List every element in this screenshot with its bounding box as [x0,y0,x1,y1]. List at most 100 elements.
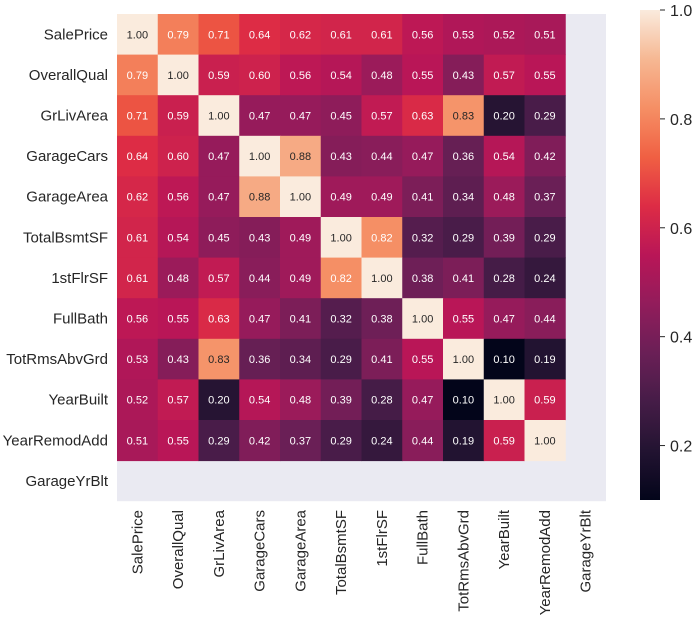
heatmap-cell [361,95,403,137]
heatmap-cell [239,298,281,340]
heatmap-cell [524,338,566,380]
heatmap-cell [443,217,485,259]
heatmap-cell [443,95,485,137]
cell-value-label: 0.71 [127,111,148,123]
heatmap-cell [524,14,566,56]
cell-value-label: 0.61 [127,273,148,285]
colorbar-tick-label: 0.6 [670,221,692,238]
cell-value-label: 0.10 [493,354,514,366]
cell-value-label: 0.37 [290,435,311,447]
heatmap-cell [239,257,281,299]
heatmap-cell [239,176,281,218]
heatmap-cell [361,176,403,218]
cell-value-label: 0.20 [208,395,229,407]
heatmap-cell [361,54,403,96]
cell-value-label: 0.88 [249,192,270,204]
heatmap-cell [157,379,199,421]
x-tick-label: GarageArea [292,509,309,591]
cell-value-label: 0.44 [249,273,270,285]
heatmap-cell [198,217,240,259]
cell-value-label: 0.57 [208,273,229,285]
heatmap-cell [239,338,281,380]
cell-value-label: 0.60 [167,151,188,163]
heatmap-cell [524,298,566,340]
cell-value-label: 1.00 [412,314,433,326]
heatmap-cell [320,298,362,340]
cell-value-label: 0.71 [208,29,229,41]
heatmap-cell [320,14,362,56]
cell-value-label: 0.47 [412,151,433,163]
heatmap-cell [483,95,525,137]
cell-value-label: 0.47 [208,151,229,163]
heatmap-cell [483,298,525,340]
colorbar-tick-label: 0.4 [670,330,692,347]
cell-value-label: 0.61 [371,29,392,41]
cell-value-label: 0.59 [208,70,229,82]
cell-value-label: 0.47 [290,111,311,123]
cell-value-label: 0.56 [127,314,148,326]
heatmap-cell [361,14,403,56]
heatmap-cell [483,338,525,380]
heatmap-cell [198,338,240,380]
cell-value-label: 0.29 [208,435,229,447]
colorbar-tick-label: 0.2 [670,439,692,456]
cell-value-label: 0.10 [453,395,474,407]
heatmap-cell [117,338,159,380]
cell-value-label: 0.56 [290,70,311,82]
cell-value-label: 0.44 [534,314,555,326]
heatmap-cell [524,379,566,421]
heatmap-cell [280,54,322,96]
x-tick-label: SalePrice [129,510,146,574]
cell-value-label: 0.49 [290,273,311,285]
heatmap-cell [198,379,240,421]
heatmap-cell [117,135,159,177]
heatmap-cell [280,257,322,299]
heatmap-cell [361,257,403,299]
heatmap-cell [443,176,485,218]
cell-value-label: 0.64 [127,151,148,163]
cell-value-label: 0.47 [493,314,514,326]
heatmap-cell [524,95,566,137]
cell-value-label: 0.61 [330,29,351,41]
cell-value-label: 0.29 [534,111,555,123]
cell-value-label: 0.60 [249,70,270,82]
heatmap-cell [239,135,281,177]
heatmap-cell [117,217,159,259]
cell-value-label: 0.36 [249,354,270,366]
cell-value-label: 0.56 [412,29,433,41]
heatmap-cell [239,14,281,56]
heatmap-cell [483,257,525,299]
cell-value-label: 0.38 [371,314,392,326]
heatmap-cell [524,135,566,177]
cell-value-label: 0.41 [371,354,392,366]
cell-value-label: 1.00 [208,111,229,123]
cell-value-label: 0.48 [290,395,311,407]
heatmap-cell [402,420,444,462]
cell-value-label: 1.00 [493,395,514,407]
x-tick-label: 1stFlrSF [374,510,391,567]
heatmap-cell [198,257,240,299]
heatmap-cell [280,338,322,380]
x-tick-label: YearRemodAdd [537,510,554,615]
heatmap-cell [443,420,485,462]
cell-value-label: 0.48 [493,192,514,204]
heatmap-cell [117,298,159,340]
x-tick-label: TotalBsmtSF [333,510,350,595]
cell-value-label: 0.43 [453,70,474,82]
heatmap-cell [402,54,444,96]
cell-value-label: 0.62 [290,29,311,41]
cell-value-label: 0.49 [371,192,392,204]
cell-value-label: 0.83 [453,111,474,123]
cell-value-label: 0.82 [371,232,392,244]
y-tick-label: GrLivArea [40,108,108,125]
heatmap-cell [280,135,322,177]
heatmap-cell [198,176,240,218]
heatmap-cell [117,420,159,462]
cell-value-label: 0.51 [534,29,555,41]
heatmap-cell [198,420,240,462]
cell-value-label: 0.43 [167,354,188,366]
heatmap-cell [361,298,403,340]
cell-value-label: 0.57 [493,70,514,82]
cell-value-label: 0.54 [493,151,514,163]
